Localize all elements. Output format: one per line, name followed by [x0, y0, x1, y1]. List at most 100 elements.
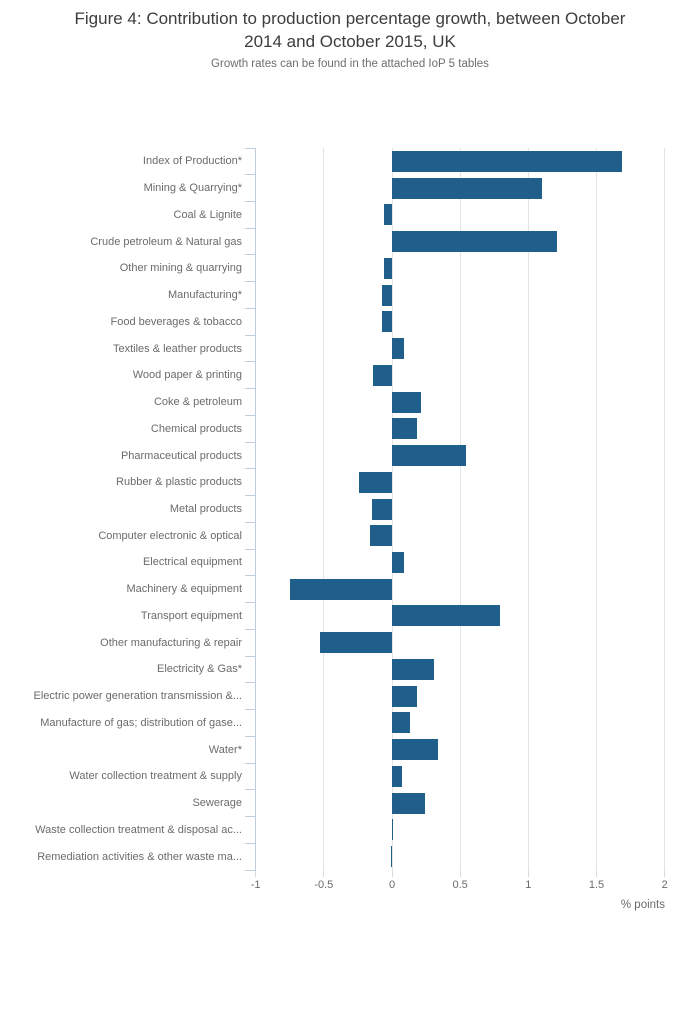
y-axis-tick [244, 548, 256, 550]
bar[interactable] [319, 632, 392, 654]
bar[interactable] [359, 471, 392, 493]
y-axis-tick [244, 682, 256, 684]
bar[interactable] [371, 498, 392, 520]
x-tick-label: 1 [525, 879, 532, 891]
y-axis-tick [244, 414, 256, 416]
category-label: Computer electronic & optical [98, 529, 242, 542]
bar[interactable] [370, 525, 392, 547]
category-label: Waste collection treatment & disposal ac… [35, 823, 242, 836]
category-label: Other manufacturing & repair [100, 636, 242, 649]
bar[interactable] [392, 177, 542, 199]
category-label: Electricity & Gas* [157, 663, 242, 676]
y-axis-tick [244, 816, 256, 818]
x-tick-label: 0 [388, 879, 396, 891]
y-axis-line [255, 148, 257, 870]
y-axis-tick [244, 227, 256, 229]
x-axis-tick [391, 870, 393, 877]
gridline [664, 148, 666, 870]
bar[interactable] [392, 231, 557, 253]
category-label: Electrical equipment [142, 556, 242, 569]
y-axis-tick [244, 281, 256, 283]
gridline [391, 148, 393, 870]
category-label: Chemical products [150, 422, 242, 435]
y-axis-tick [244, 521, 256, 523]
bar[interactable] [392, 150, 623, 172]
bar[interactable] [390, 846, 392, 868]
bar[interactable] [392, 792, 425, 814]
x-axis-tick [664, 870, 666, 877]
y-axis-tick [244, 200, 256, 202]
category-label: Remediation activities & other waste ma.… [37, 850, 242, 863]
bar[interactable] [372, 364, 392, 386]
bar[interactable] [392, 445, 466, 467]
y-axis-tick [244, 495, 256, 497]
category-label: Metal products [169, 503, 242, 515]
y-axis-tick [244, 307, 256, 309]
y-axis-tick [244, 174, 256, 176]
category-label: Coke & petroleum [153, 396, 242, 409]
category-label: Manufacture of gas; distribution of gase… [40, 716, 242, 729]
x-tick-label: -1 [250, 879, 261, 891]
x-tick-label: 0.5 [452, 879, 468, 891]
category-label: Mining & Quarrying* [143, 182, 242, 195]
chart-subtitle: Growth rates can be found in the attache… [211, 58, 489, 70]
bar[interactable] [392, 765, 402, 787]
y-axis-tick [244, 869, 256, 871]
category-label: Food beverages & tobacco [110, 315, 242, 328]
x-axis-tick [595, 870, 597, 877]
bar[interactable] [289, 578, 392, 600]
bar[interactable] [392, 658, 435, 680]
category-label: Sewerage [192, 797, 242, 810]
gridline [459, 148, 461, 870]
gridline [323, 148, 325, 870]
category-label: Rubber & plastic products [116, 476, 242, 489]
gridline [527, 148, 529, 870]
bar[interactable] [382, 311, 392, 333]
y-axis-tick [244, 628, 256, 630]
x-axis-tick [527, 870, 529, 877]
bar[interactable] [392, 712, 410, 734]
category-label: Water* [208, 743, 242, 756]
bar[interactable] [392, 391, 421, 413]
y-axis-tick [244, 762, 256, 764]
category-label: Index of Production* [142, 155, 242, 168]
bar[interactable] [392, 551, 405, 573]
y-axis-tick [244, 147, 256, 149]
x-tick-label: 2 [661, 879, 668, 891]
chart-title-line-2: 2014 and October 2015, UK [244, 32, 456, 51]
y-axis-tick [244, 789, 256, 791]
y-axis-tick [244, 735, 256, 737]
category-label: Wood paper & printing [132, 369, 242, 382]
y-axis-tick [244, 254, 256, 256]
bar[interactable] [382, 284, 392, 306]
bar[interactable] [383, 204, 392, 226]
x-axis-tick [459, 870, 461, 877]
category-label: Coal & Lignite [173, 208, 243, 221]
category-label: Manufacturing* [168, 289, 242, 302]
gridline [595, 148, 597, 870]
y-axis-tick [244, 468, 256, 470]
category-label: Electric power generation transmission &… [33, 690, 242, 703]
bar[interactable] [392, 338, 405, 360]
category-label: Water collection treatment & supply [69, 770, 242, 783]
bar[interactable] [392, 819, 394, 841]
y-axis-tick [244, 334, 256, 336]
x-tick-label: -0.5 [314, 879, 334, 891]
y-axis-tick [244, 361, 256, 363]
y-axis-tick [244, 388, 256, 390]
bar[interactable] [392, 739, 439, 761]
chart-title: Figure 4: Contribution to production per… [40, 7, 660, 53]
chart-title-line-1: Figure 4: Contribution to production per… [74, 9, 626, 28]
x-tick-label: 1.5 [588, 879, 605, 891]
bar[interactable] [392, 418, 417, 440]
bar[interactable] [383, 257, 392, 279]
bar[interactable] [392, 685, 417, 707]
category-label: Other mining & quarrying [119, 262, 242, 275]
x-axis-tick [323, 870, 325, 877]
x-axis-title: % points [620, 899, 665, 911]
y-axis-tick [244, 842, 256, 844]
x-axis-tick [255, 870, 257, 877]
bar[interactable] [392, 605, 500, 627]
